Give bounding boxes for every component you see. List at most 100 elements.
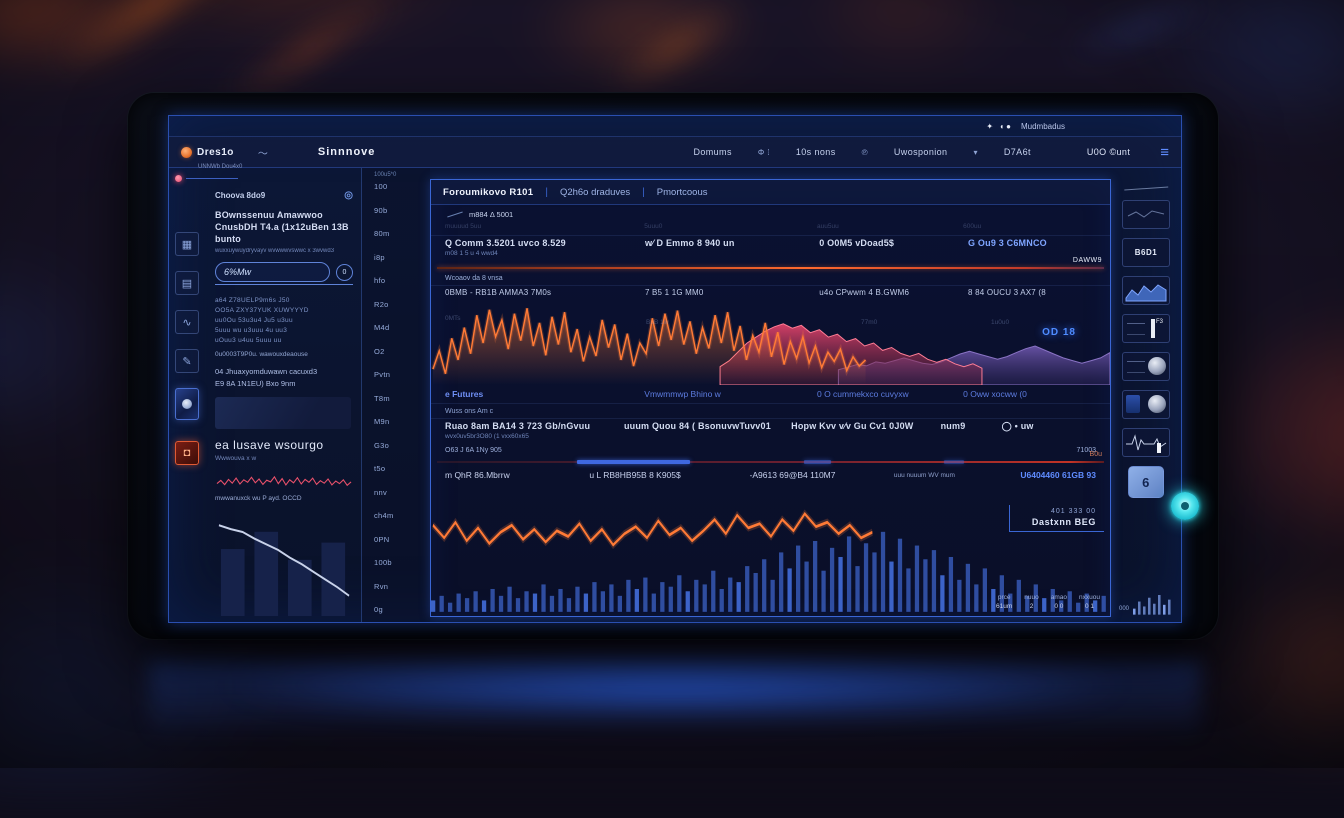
waveform-icon[interactable]: ∿ — [175, 310, 199, 334]
chart-axis-label: 0MTs — [445, 315, 461, 322]
nav-item-7[interactable]: U0O ©unt — [1087, 147, 1130, 157]
mini-stat-1: nuuo 2 — [1024, 594, 1038, 610]
section-caption-row: Wcoaov da 8 vnsa — [431, 272, 1110, 285]
flag-card[interactable]: F3 — [1122, 314, 1170, 343]
nav-item-1[interactable]: Φ ⁞ — [758, 148, 770, 157]
scribble-mark — [1127, 323, 1145, 335]
chart-value-badge: OD 18 — [1042, 327, 1076, 338]
stat5-cell-0: m QhR 86.Mbrrw — [445, 470, 581, 480]
chart-axis-label: BuB 1w — [646, 319, 668, 326]
nav-item-5[interactable]: ▾ — [973, 148, 977, 157]
stat-label-0: Ruao 8am BA14 3 723 Gb/nGvuu — [445, 421, 616, 431]
preview-thumbnail[interactable] — [215, 397, 351, 429]
badge-digit: 6 — [1142, 475, 1150, 490]
scale-label-6: M4d — [374, 323, 424, 332]
stat-sub-0: wvx0uv5br3O80 (1 vxx60x65 — [445, 433, 616, 440]
progress-divider: B0u — [437, 456, 1104, 467]
search-input[interactable]: 6%Mw — [215, 262, 330, 282]
meta-line2: E9 8A 1N1EU) Bxo 9nm — [215, 378, 353, 389]
stat2-cell-3: 8 84 OUCU 3 AX7 (8 — [968, 288, 1096, 297]
scale-label-9: T8m — [374, 394, 424, 403]
scale-label-18: 0g — [374, 605, 424, 614]
stat2-cell-1: 7 B5 1 1G MM0 — [645, 288, 811, 297]
brand-logo[interactable]: Dres1o UNNWb Dou4x0 — [181, 147, 234, 158]
tab-separator: | — [545, 187, 548, 198]
flag-bar-mark — [1151, 319, 1155, 338]
search-count-badge[interactable]: 0 — [336, 264, 353, 281]
alert-sparkline-chart — [215, 468, 353, 494]
document-icon[interactable]: ▤ — [175, 271, 199, 295]
scale-label-11: G3o — [374, 441, 424, 450]
nav-item-6[interactable]: D7A6t — [1004, 147, 1031, 157]
power-button[interactable] — [1171, 492, 1199, 520]
tab-secondary[interactable]: Q2h6o draduves — [560, 187, 630, 198]
progress-segment — [944, 460, 964, 464]
nav-item-0[interactable]: Domums — [693, 147, 731, 157]
hamburger-menu-icon[interactable]: ≡ — [1160, 145, 1169, 160]
mini-stat-key: nxxuou — [1079, 594, 1100, 601]
image-thumb-icon[interactable] — [175, 388, 199, 420]
legend-item-1[interactable]: Vmwmmwp Bhino w — [644, 389, 817, 399]
mini-chart-label: 000 — [1119, 606, 1129, 612]
nav-item-3[interactable]: ℗ — [862, 148, 868, 157]
legend-item-3[interactable]: 0 Oww xocww (0 — [963, 389, 1096, 399]
stat-label-4: ◯ • uw — [1002, 421, 1096, 432]
scribble-mark — [1127, 361, 1145, 373]
scribble-divider — [1124, 178, 1169, 190]
threshold-label: DAWW9 — [1073, 257, 1102, 264]
tab-primary[interactable]: Foroumikovo R101 — [443, 187, 533, 198]
pen-icon[interactable]: ✎ — [175, 349, 199, 373]
legend-item-0[interactable]: e Futures — [445, 389, 644, 399]
sphere-image — [1148, 395, 1166, 413]
mini-stat-value: 2 — [1024, 603, 1038, 610]
progress-segment — [577, 460, 690, 464]
alert-icon[interactable]: ◘ — [175, 441, 199, 465]
ticker-card[interactable]: B6D1 — [1122, 238, 1170, 267]
stat-label-3: G Ou9 3 C6MNCO — [968, 238, 1096, 248]
tab-separator: | — [642, 187, 645, 198]
progress-track — [437, 461, 1104, 463]
scale-label-17: Rvn — [374, 582, 424, 591]
status-label: Mudmbadus — [1021, 122, 1065, 131]
description-line-0: a64 Z78UELP9m6s J50 — [215, 297, 353, 304]
tab-tertiary[interactable]: Pmortcoous — [657, 187, 708, 198]
nav-item-4[interactable]: Uwosponion — [894, 147, 948, 157]
sidebar-mini-chart: 000 — [1119, 586, 1173, 616]
mini-bar-chart — [1133, 586, 1173, 616]
target-icon[interactable]: ◎ — [344, 190, 353, 201]
pulse-card[interactable] — [1122, 428, 1170, 457]
search-row: 6%Mw 0 — [215, 262, 353, 285]
wave-card[interactable] — [1122, 276, 1170, 305]
sphere-card-2[interactable] — [1122, 390, 1170, 419]
scale-label-8: Pvtn — [374, 370, 424, 379]
scribble-card[interactable] — [1122, 200, 1170, 229]
legend-item-2[interactable]: 0 O cummekxco cuvyxw — [817, 389, 963, 399]
main-chart-panel: Foroumikovo R101 | Q2h6o draduves | Pmor… — [430, 179, 1111, 617]
main-waveform-chart[interactable]: OD 18 0MTs BuB 1w 77m0 1u0u0 — [431, 301, 1110, 385]
flag-text: F3 — [1156, 319, 1163, 325]
panel-header: Choova 8do9 — [215, 191, 265, 200]
dataset-link[interactable]: U6404460 61GB 93 — [991, 470, 1096, 480]
grid-icon[interactable]: ▦ — [175, 232, 199, 256]
faint-label-3: 600uu — [963, 223, 1096, 235]
sphere-card[interactable] — [1122, 352, 1170, 381]
scale-title: 100u5*0 — [374, 172, 424, 178]
nav-menu: Domums Φ ⁞ 10s nons ℗ Uwosponion ▾ D7A6t U0O ©u… — [693, 147, 1130, 157]
section-heading: ea lusave wsourgo — [215, 438, 353, 452]
signal-icon: 〜 — [258, 145, 268, 160]
mini-stat-key: amao — [1051, 594, 1067, 601]
progress-segment — [804, 460, 831, 464]
mini-stat-key: nuuo — [1024, 594, 1038, 601]
badge-card[interactable]: 6 — [1128, 466, 1164, 498]
progress-label: B0u — [1090, 451, 1102, 458]
nav-item-2[interactable]: 10s nons — [796, 147, 836, 157]
mini-stat-value: 61um — [996, 603, 1012, 610]
stat-label-2: Hopw Kvv v⁄v Gu Cv1 0J0W — [791, 421, 932, 431]
